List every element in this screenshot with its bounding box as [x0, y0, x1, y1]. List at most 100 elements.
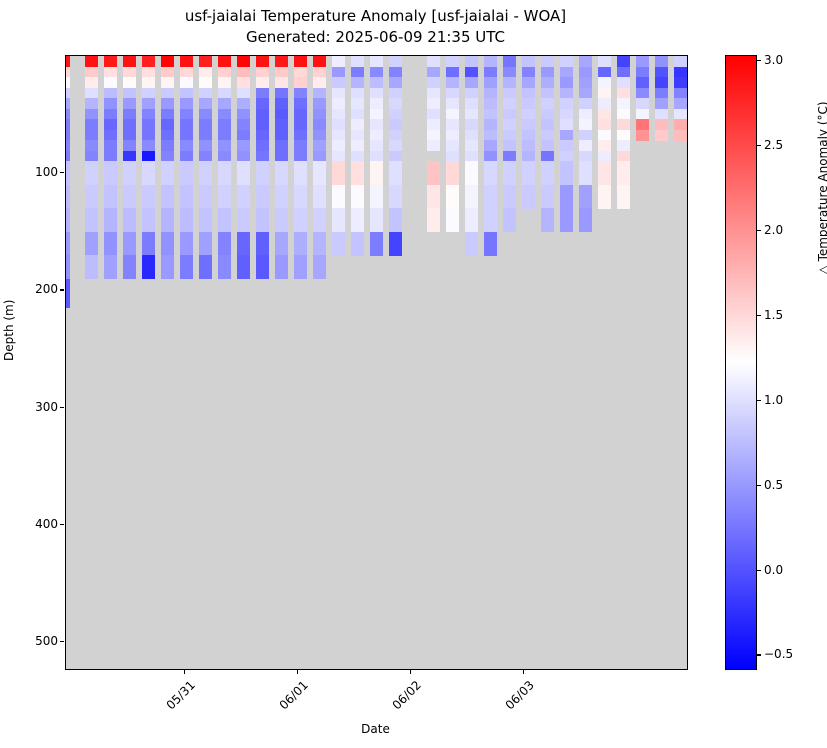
heatmap-cell	[199, 140, 212, 152]
heatmap-cell	[427, 77, 440, 89]
heatmap-cell	[427, 108, 440, 120]
heatmap-cell	[541, 119, 554, 131]
heatmap-cell	[180, 208, 193, 233]
heatmap-cell	[218, 66, 231, 78]
heatmap-cell	[256, 98, 269, 110]
heatmap-cell	[123, 150, 136, 162]
heatmap-cell	[237, 231, 250, 256]
heatmap-cell	[560, 119, 573, 131]
heatmap-cell	[351, 208, 364, 233]
heatmap-cell	[617, 77, 630, 89]
heatmap-cell	[275, 56, 288, 68]
heatmap-cell	[104, 208, 117, 233]
heatmap-cell	[199, 119, 212, 131]
heatmap-cell	[560, 108, 573, 120]
heatmap-cell	[294, 150, 307, 162]
x-tick-label: 05/31	[163, 678, 198, 713]
heatmap-cell	[142, 77, 155, 89]
heatmap-cell	[161, 255, 174, 280]
heatmap-cell	[389, 208, 402, 233]
y-tick-mark	[60, 289, 64, 291]
heatmap-cell	[655, 129, 668, 141]
heatmap-cell	[66, 231, 70, 256]
heatmap-cell	[465, 184, 478, 209]
heatmap-cell	[199, 108, 212, 120]
heatmap-cell	[313, 231, 326, 256]
heatmap-cell	[674, 66, 687, 78]
heatmap-cell	[636, 56, 649, 68]
heatmap-cell	[142, 208, 155, 233]
heatmap-cell	[503, 161, 516, 186]
colorbar-label: △ Temperature Anomaly (°C)	[816, 101, 827, 274]
heatmap-cell	[389, 129, 402, 141]
heatmap-cell	[503, 77, 516, 89]
heatmap-cell	[522, 150, 535, 162]
heatmap-cell	[522, 140, 535, 152]
heatmap-cell	[541, 66, 554, 78]
heatmap-cell	[66, 56, 70, 68]
heatmap-cell	[674, 98, 687, 110]
heatmap-cell	[199, 56, 212, 68]
heatmap-cell	[655, 108, 668, 120]
heatmap-cell	[351, 161, 364, 186]
heatmap-cell	[104, 184, 117, 209]
heatmap-cell	[503, 87, 516, 99]
heatmap-cell	[123, 184, 136, 209]
heatmap-cell	[104, 129, 117, 141]
heatmap-cell	[218, 231, 231, 256]
heatmap-cell	[275, 119, 288, 131]
heatmap-cell	[351, 98, 364, 110]
heatmap-cell	[180, 77, 193, 89]
heatmap-cell	[66, 87, 70, 99]
heatmap-cell	[465, 129, 478, 141]
heatmap-cell	[370, 119, 383, 131]
heatmap-cell	[218, 87, 231, 99]
heatmap-cell	[370, 150, 383, 162]
heatmap-cell	[598, 140, 611, 152]
heatmap-cell	[313, 119, 326, 131]
heatmap-cell	[180, 108, 193, 120]
heatmap-cell	[541, 108, 554, 120]
heatmap-cell	[142, 87, 155, 99]
colorbar-gradient	[726, 56, 756, 669]
heatmap-cell	[142, 140, 155, 152]
heatmap-cell	[427, 140, 440, 152]
y-axis-label: Depth (m)	[2, 299, 16, 361]
heatmap-cell	[332, 98, 345, 110]
heatmap-cell	[237, 87, 250, 99]
heatmap-cell	[85, 161, 98, 186]
heatmap-cell	[237, 150, 250, 162]
heatmap-cell	[484, 66, 497, 78]
heatmap-cell	[484, 161, 497, 186]
heatmap-cell	[313, 129, 326, 141]
heatmap-cell	[579, 119, 592, 131]
heatmap-cell	[313, 161, 326, 186]
heatmap-cell	[123, 255, 136, 280]
heatmap-cell	[389, 140, 402, 152]
heatmap-cell	[66, 278, 70, 309]
heatmap-cell	[598, 184, 611, 209]
heatmap-cell	[161, 108, 174, 120]
heatmap-cell	[522, 87, 535, 99]
heatmap-cell	[256, 231, 269, 256]
heatmap-cell	[351, 119, 364, 131]
heatmap-cell	[275, 108, 288, 120]
heatmap-cell	[370, 56, 383, 68]
heatmap-cell	[123, 87, 136, 99]
heatmap-cell	[370, 129, 383, 141]
heatmap-cell	[332, 150, 345, 162]
heatmap-cell	[598, 98, 611, 110]
colorbar-tick-mark	[757, 399, 761, 401]
heatmap-cell	[66, 77, 70, 89]
heatmap-cell	[294, 161, 307, 186]
heatmap-cell	[313, 87, 326, 99]
heatmap-cell	[617, 87, 630, 99]
heatmap-cell	[237, 129, 250, 141]
heatmap-cell	[617, 108, 630, 120]
heatmap-cell	[161, 66, 174, 78]
heatmap-cell	[389, 66, 402, 78]
heatmap-cell	[579, 129, 592, 141]
heatmap-cell	[351, 184, 364, 209]
heatmap-cell	[237, 119, 250, 131]
heatmap-cell	[351, 150, 364, 162]
